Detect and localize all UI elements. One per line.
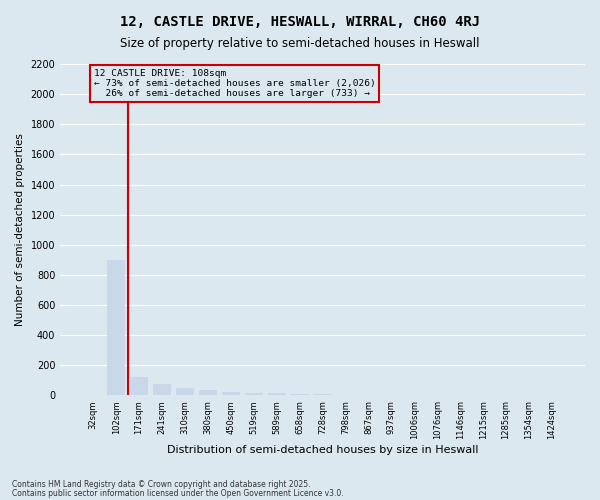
Bar [221,392,240,396]
X-axis label: Distribution of semi-detached houses by size in Heswall: Distribution of semi-detached houses by … [167,445,478,455]
Text: 12, CASTLE DRIVE, HESWALL, WIRRAL, CH60 4RJ: 12, CASTLE DRIVE, HESWALL, WIRRAL, CH60 … [120,15,480,29]
Text: 12 CASTLE DRIVE: 108sqm
← 73% of semi-detached houses are smaller (2,026)
  26% : 12 CASTLE DRIVE: 108sqm ← 73% of semi-de… [94,68,376,98]
Bar [199,390,217,396]
Bar [176,388,194,396]
Bar [245,392,263,396]
Bar [382,395,401,396]
Text: Contains public sector information licensed under the Open Government Licence v3: Contains public sector information licen… [12,489,344,498]
Bar [337,394,355,396]
Bar [84,394,103,396]
Bar [130,378,148,396]
Bar [153,384,171,396]
Text: Contains HM Land Registry data © Crown copyright and database right 2025.: Contains HM Land Registry data © Crown c… [12,480,311,489]
Text: Size of property relative to semi-detached houses in Heswall: Size of property relative to semi-detach… [120,38,480,51]
Bar [290,394,309,396]
Bar [313,394,332,396]
Bar [268,394,286,396]
Y-axis label: Number of semi-detached properties: Number of semi-detached properties [15,134,25,326]
Bar [359,394,377,396]
Bar [107,260,125,396]
